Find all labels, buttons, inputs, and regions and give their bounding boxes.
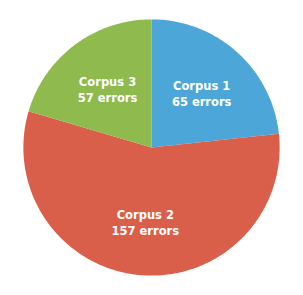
svg-text:Corpus 2157 errors: Corpus 2157 errors <box>112 208 180 238</box>
svg-text:Corpus 357 errors: Corpus 357 errors <box>78 75 138 105</box>
svg-text:Corpus 165 errors: Corpus 165 errors <box>172 79 232 109</box>
